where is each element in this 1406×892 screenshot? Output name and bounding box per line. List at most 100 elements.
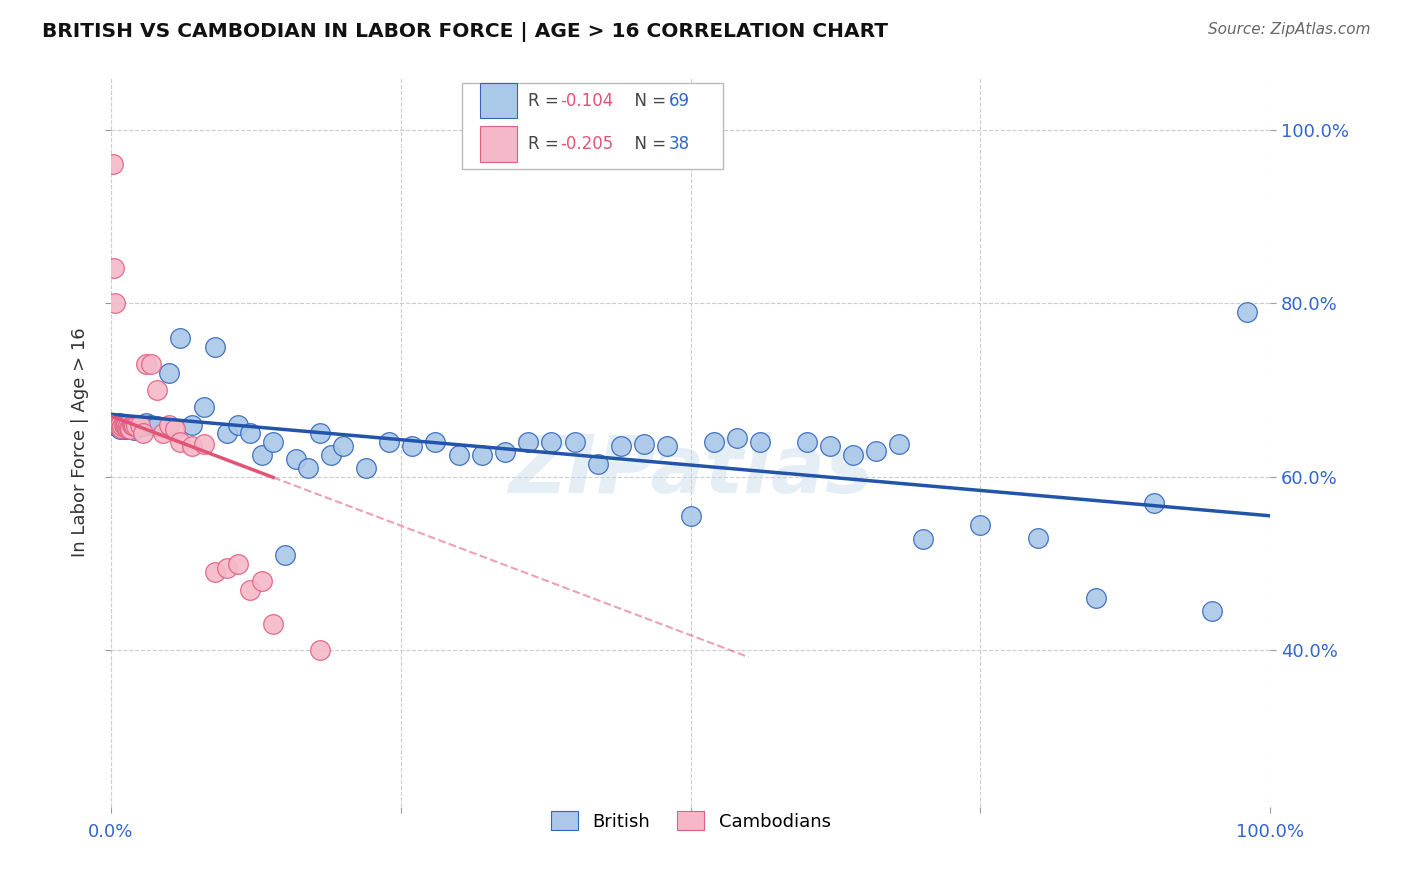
FancyBboxPatch shape bbox=[479, 127, 516, 161]
FancyBboxPatch shape bbox=[479, 83, 516, 119]
Point bbox=[679, 508, 702, 523]
Text: Source: ZipAtlas.com: Source: ZipAtlas.com bbox=[1208, 22, 1371, 37]
Point bbox=[112, 417, 135, 432]
Point bbox=[111, 419, 134, 434]
Point bbox=[152, 426, 174, 441]
Point bbox=[262, 435, 284, 450]
Point bbox=[181, 439, 204, 453]
Point bbox=[703, 435, 725, 450]
Point bbox=[239, 426, 262, 441]
Point bbox=[110, 421, 132, 435]
Point bbox=[157, 417, 180, 432]
Point bbox=[118, 422, 141, 436]
Point bbox=[319, 448, 342, 462]
Text: N =: N = bbox=[624, 92, 672, 110]
Point bbox=[121, 417, 143, 432]
Point bbox=[1085, 591, 1108, 606]
Point bbox=[1236, 305, 1258, 319]
Point bbox=[425, 435, 447, 450]
Point bbox=[969, 517, 991, 532]
Point bbox=[108, 416, 131, 430]
Point bbox=[104, 296, 127, 310]
Point bbox=[1201, 604, 1223, 618]
Point bbox=[157, 366, 180, 380]
Point bbox=[107, 419, 129, 434]
Point bbox=[108, 417, 131, 432]
Point bbox=[121, 421, 143, 435]
Point bbox=[749, 435, 772, 450]
Point bbox=[120, 422, 142, 436]
Point bbox=[128, 417, 150, 432]
Point bbox=[118, 421, 141, 435]
Point bbox=[215, 561, 238, 575]
FancyBboxPatch shape bbox=[463, 83, 723, 169]
Point bbox=[114, 422, 136, 436]
Text: 38: 38 bbox=[668, 136, 690, 153]
Point bbox=[657, 439, 679, 453]
Point bbox=[842, 448, 865, 462]
Point bbox=[204, 566, 226, 580]
Point bbox=[125, 419, 148, 434]
Point bbox=[193, 401, 215, 415]
Point bbox=[215, 426, 238, 441]
Point bbox=[228, 557, 250, 571]
Point bbox=[146, 383, 169, 397]
Point bbox=[401, 439, 423, 453]
Point bbox=[250, 574, 273, 588]
Point bbox=[141, 417, 163, 432]
Point bbox=[107, 417, 129, 432]
Text: N =: N = bbox=[624, 136, 672, 153]
Point bbox=[239, 582, 262, 597]
Point bbox=[141, 357, 163, 371]
Point bbox=[586, 457, 609, 471]
Point bbox=[117, 421, 139, 435]
Point bbox=[471, 448, 494, 462]
Text: R =: R = bbox=[529, 92, 564, 110]
Point bbox=[228, 417, 250, 432]
Text: 69: 69 bbox=[668, 92, 689, 110]
Point bbox=[122, 423, 145, 437]
Point bbox=[633, 437, 655, 451]
Point bbox=[354, 461, 377, 475]
Point bbox=[135, 357, 157, 371]
Point bbox=[108, 422, 131, 436]
Point bbox=[132, 426, 155, 441]
Point bbox=[725, 431, 748, 445]
Point bbox=[103, 417, 125, 432]
Point bbox=[169, 331, 191, 345]
Point bbox=[297, 461, 319, 475]
Point bbox=[115, 417, 138, 432]
Point bbox=[103, 261, 125, 276]
Y-axis label: In Labor Force | Age > 16: In Labor Force | Age > 16 bbox=[72, 327, 89, 557]
Point bbox=[332, 439, 354, 453]
Point bbox=[125, 419, 148, 434]
Point bbox=[111, 419, 134, 434]
Point bbox=[181, 417, 204, 432]
Point bbox=[564, 435, 586, 450]
Point bbox=[517, 435, 540, 450]
Point bbox=[540, 435, 562, 450]
Point bbox=[112, 417, 135, 432]
Point bbox=[250, 448, 273, 462]
Point bbox=[120, 417, 142, 432]
Text: -0.104: -0.104 bbox=[561, 92, 614, 110]
Point bbox=[132, 419, 155, 434]
Text: ZIPatlas: ZIPatlas bbox=[508, 433, 873, 510]
Point bbox=[273, 548, 295, 562]
Point bbox=[818, 439, 841, 453]
Point bbox=[122, 419, 145, 434]
Point bbox=[163, 422, 186, 436]
Point bbox=[262, 617, 284, 632]
Point bbox=[101, 157, 124, 171]
Point bbox=[494, 445, 516, 459]
Point bbox=[204, 340, 226, 354]
Point bbox=[796, 435, 818, 450]
Point bbox=[308, 643, 330, 657]
Legend: British, Cambodians: British, Cambodians bbox=[543, 804, 838, 838]
Point bbox=[865, 443, 887, 458]
Text: BRITISH VS CAMBODIAN IN LABOR FORCE | AGE > 16 CORRELATION CHART: BRITISH VS CAMBODIAN IN LABOR FORCE | AG… bbox=[42, 22, 889, 42]
Point bbox=[121, 419, 143, 434]
Point bbox=[169, 435, 191, 450]
Point bbox=[105, 417, 128, 432]
Point bbox=[447, 448, 470, 462]
